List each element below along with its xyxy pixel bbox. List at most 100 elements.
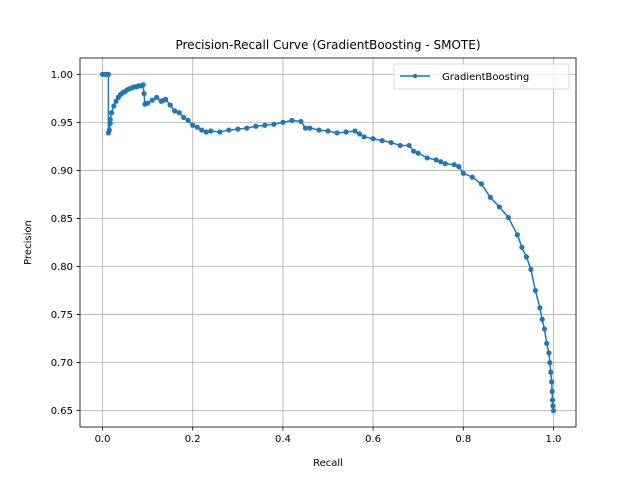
data-point [415, 150, 421, 156]
x-tick-label: 0.6 [365, 434, 381, 445]
data-point [505, 214, 511, 221]
data-point [108, 110, 115, 116]
data-point [550, 408, 557, 414]
data-point [451, 162, 457, 168]
data-point [334, 130, 340, 136]
data-point [140, 82, 146, 88]
data-point [176, 110, 182, 116]
data-point [550, 403, 556, 409]
data-point [478, 181, 484, 187]
data-point [456, 163, 462, 170]
y-tick-label: 0.80 [51, 262, 73, 273]
data-point [111, 103, 117, 109]
y-tick-label: 0.85 [51, 214, 73, 225]
data-point [519, 244, 525, 250]
data-point [406, 142, 412, 149]
data-point [217, 129, 223, 135]
x-tick-label: 0.0 [95, 434, 111, 445]
data-point [460, 170, 466, 176]
data-point [496, 204, 502, 210]
y-tick-label: 1.00 [51, 70, 73, 81]
data-point [163, 96, 169, 102]
x-axis-label: Recall [313, 458, 343, 469]
plot-frame [79, 57, 577, 428]
data-point [528, 266, 534, 273]
y-tick-label: 0.90 [51, 166, 73, 177]
data-point [235, 126, 241, 132]
legend-box [393, 63, 570, 90]
data-point [302, 125, 309, 131]
data-point [181, 114, 187, 121]
grid [80, 58, 576, 427]
data-point [469, 174, 475, 180]
data-point [145, 100, 151, 106]
data-point [316, 127, 322, 133]
data-point [190, 122, 196, 128]
data-point [343, 129, 349, 135]
data-point [442, 161, 448, 167]
data-point [325, 128, 331, 134]
data-point [541, 326, 548, 332]
data-point [105, 71, 112, 77]
data-point [226, 127, 232, 133]
legend-marker-swatch [412, 73, 418, 79]
data-point [149, 97, 155, 103]
data-point [356, 131, 363, 137]
data-point [544, 340, 550, 346]
x-tick-label: 1.0 [546, 434, 562, 445]
data-point [167, 102, 173, 108]
data-point [107, 116, 113, 123]
legend: GradientBoosting [393, 63, 570, 90]
data-point [388, 139, 394, 146]
legend-label: GradientBoosting [442, 72, 529, 83]
data-point [548, 369, 554, 375]
data-point [106, 127, 112, 133]
data-point [549, 388, 555, 395]
data-point [361, 134, 367, 140]
y-tick-label: 0.95 [51, 118, 73, 129]
data-point [271, 121, 277, 127]
data-point [514, 232, 520, 238]
data-point [172, 108, 178, 114]
data-point [397, 142, 403, 149]
data-point [433, 157, 439, 163]
series-layer [99, 71, 557, 414]
data-point [549, 397, 556, 403]
data-point [208, 128, 214, 134]
data-point [438, 159, 444, 165]
data-point [253, 123, 259, 129]
data-point [262, 122, 268, 128]
y-tick-label: 0.70 [51, 358, 73, 369]
x-tick-label: 0.4 [275, 434, 291, 445]
data-point [203, 129, 209, 135]
x-tick-label: 0.8 [455, 434, 471, 445]
data-point [532, 287, 539, 294]
ticks: 0.0 0.2 0.4 0.6 0.8 1.0 0.65 0.70 0.75 0.80 0.85 0.… [51, 70, 562, 445]
data-point [539, 316, 545, 322]
data-point [113, 98, 119, 104]
data-point [547, 360, 553, 366]
data-point [487, 194, 493, 200]
data-point [546, 350, 552, 356]
data-point [154, 94, 160, 100]
y-tick-label: 0.75 [51, 310, 73, 321]
data-point [141, 90, 147, 97]
x-tick-label: 0.2 [185, 434, 201, 445]
data-point [199, 127, 205, 133]
data-point [370, 136, 376, 142]
data-point [307, 125, 313, 131]
plot-area [80, 58, 576, 427]
chart-title: Precision-Recall Curve (GradientBoosting… [175, 38, 480, 52]
data-point [107, 120, 113, 126]
data-point [537, 305, 543, 311]
y-axis-label: Precision [23, 220, 34, 265]
data-point [411, 148, 417, 154]
data-point [352, 128, 358, 134]
data-point [549, 379, 555, 385]
data-point [194, 124, 200, 130]
y-tick-label: 0.65 [51, 406, 73, 417]
data-point [379, 138, 385, 144]
data-point [244, 125, 250, 131]
